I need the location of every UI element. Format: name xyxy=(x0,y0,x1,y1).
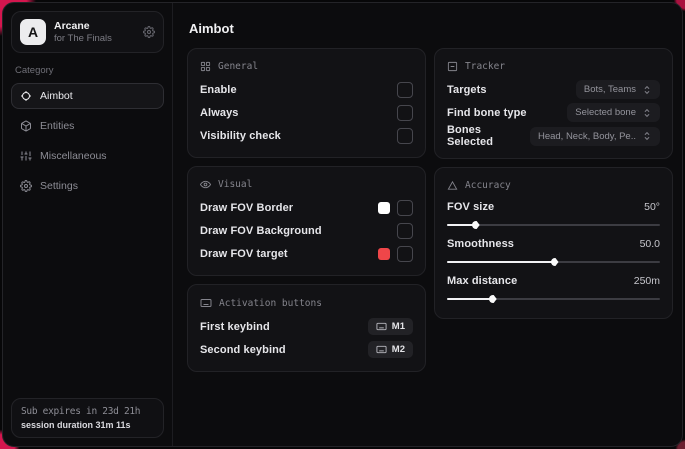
max-distance-value: 250m xyxy=(633,275,660,287)
gear-icon[interactable] xyxy=(143,26,155,38)
right-column: Tracker Targets Bots, Teams xyxy=(434,48,673,319)
fov-size-setting: FOV size 50° xyxy=(447,197,660,229)
card-title: Accuracy xyxy=(465,180,511,191)
slider-thumb[interactable] xyxy=(471,221,480,229)
left-column: General Enable Always Visibility check xyxy=(187,48,426,372)
keybind-value: M1 xyxy=(391,321,405,332)
setting-row: Find bone type Selected bone xyxy=(447,101,660,124)
gear-icon xyxy=(20,180,32,192)
general-card: General Enable Always Visibility check xyxy=(187,48,426,158)
fov-size-slider[interactable] xyxy=(447,221,660,229)
sidebar-item-entities[interactable]: Entities xyxy=(11,113,164,139)
tracker-card: Tracker Targets Bots, Teams xyxy=(434,48,673,159)
card-title: Visual xyxy=(218,179,253,190)
setting-row: Draw FOV Background xyxy=(200,219,413,242)
sliders-icon xyxy=(20,150,32,162)
bones-selected-dropdown[interactable]: Head, Neck, Body, Pe.. xyxy=(529,126,660,146)
visibility-check-checkbox[interactable] xyxy=(397,127,413,144)
setting-row: Visibility check xyxy=(200,124,413,147)
keybind-value: M2 xyxy=(391,344,405,355)
find-bone-type-dropdown[interactable]: Selected bone xyxy=(567,103,660,122)
brand-text: Arcane for The Finals xyxy=(54,20,135,45)
sidebar-item-miscellaneous[interactable]: Miscellaneous xyxy=(11,143,164,169)
setting-row: First keybind M1 xyxy=(200,315,413,338)
brand-card[interactable]: A Arcane for The Finals xyxy=(11,11,164,53)
cube-icon xyxy=(20,120,32,132)
first-keybind-button[interactable]: M1 xyxy=(367,318,413,335)
slider-thumb[interactable] xyxy=(550,258,559,266)
card-title: General xyxy=(218,61,259,72)
visual-card: Visual Draw FOV Border Draw FOV Backgrou… xyxy=(187,166,426,276)
setting-row: Always xyxy=(200,101,413,124)
accuracy-card: Accuracy FOV size 50° xyxy=(434,167,673,319)
unfold-icon xyxy=(642,85,652,95)
slider-thumb[interactable] xyxy=(488,295,497,303)
setting-row: Draw FOV Border xyxy=(200,196,413,219)
setting-row: Enable xyxy=(200,78,413,101)
activation-buttons-card: Activation buttons First keybind M1 xyxy=(187,284,426,372)
fov-size-value: 50° xyxy=(644,201,660,213)
session-duration-text: session duration 31m 11s xyxy=(21,420,131,430)
setting-row: Second keybind M2 xyxy=(200,338,413,361)
setting-row: Draw FOV target xyxy=(200,242,413,265)
keyboard-icon xyxy=(376,321,387,332)
max-distance-slider[interactable] xyxy=(447,295,660,303)
keyboard-icon xyxy=(376,344,387,355)
fov-border-checkbox[interactable] xyxy=(397,199,413,216)
sidebar-item-label: Aimbot xyxy=(40,90,73,102)
triangle-icon xyxy=(447,180,458,191)
dropdown-value: Head, Neck, Body, Pe.. xyxy=(537,130,636,142)
app-name: Arcane xyxy=(54,19,90,32)
max-distance-setting: Max distance 250m xyxy=(447,271,660,303)
card-title: Tracker xyxy=(465,61,506,72)
main-content: Aimbot General Enable xyxy=(173,3,682,446)
subscription-info-card: Sub expires in 23d 21h session duration … xyxy=(11,398,164,438)
app-subtitle: for The Finals xyxy=(54,32,112,44)
sidebar-item-settings[interactable]: Settings xyxy=(11,173,164,199)
dropdown-value: Bots, Teams xyxy=(583,84,636,95)
page-title: Aimbot xyxy=(189,21,234,36)
app-logo: A xyxy=(20,19,46,45)
sidebar-item-label: Settings xyxy=(40,180,78,192)
smoothness-setting: Smoothness 50.0 xyxy=(447,234,660,266)
sub-expiry-text: Sub expires in 23d 21h xyxy=(21,406,141,417)
card-title: Activation buttons xyxy=(219,297,322,309)
unfold-icon xyxy=(642,108,652,118)
enable-checkbox[interactable] xyxy=(397,81,413,98)
fov-border-color-swatch[interactable] xyxy=(378,201,390,214)
fov-target-checkbox[interactable] xyxy=(397,245,413,262)
crosshair-icon xyxy=(20,90,32,102)
sidebar-item-aimbot[interactable]: Aimbot xyxy=(11,83,164,109)
setting-row: Bones Selected Head, Neck, Body, Pe.. xyxy=(447,124,660,148)
sidebar-nav: Aimbot Entities Miscellaneous xyxy=(11,83,164,199)
smoothness-slider[interactable] xyxy=(447,258,660,266)
unfold-icon xyxy=(642,131,652,141)
category-label: Category xyxy=(15,65,54,76)
fov-target-color-swatch[interactable] xyxy=(378,247,390,260)
sidebar-item-label: Entities xyxy=(40,120,75,132)
targets-dropdown[interactable]: Bots, Teams xyxy=(575,80,660,99)
sidebar-item-label: Miscellaneous xyxy=(40,150,107,162)
fov-background-checkbox[interactable] xyxy=(397,222,413,239)
always-checkbox[interactable] xyxy=(397,104,413,121)
dropdown-value: Selected bone xyxy=(575,107,636,118)
eye-icon xyxy=(200,179,211,190)
grid-icon xyxy=(200,61,211,72)
square-minus-icon xyxy=(447,61,458,72)
sidebar: A Arcane for The Finals Category Aimbot xyxy=(3,3,173,446)
setting-row: Targets Bots, Teams xyxy=(447,78,660,101)
keyboard-icon xyxy=(200,297,212,309)
smoothness-value: 50.0 xyxy=(639,238,660,250)
second-keybind-button[interactable]: M2 xyxy=(367,341,413,358)
